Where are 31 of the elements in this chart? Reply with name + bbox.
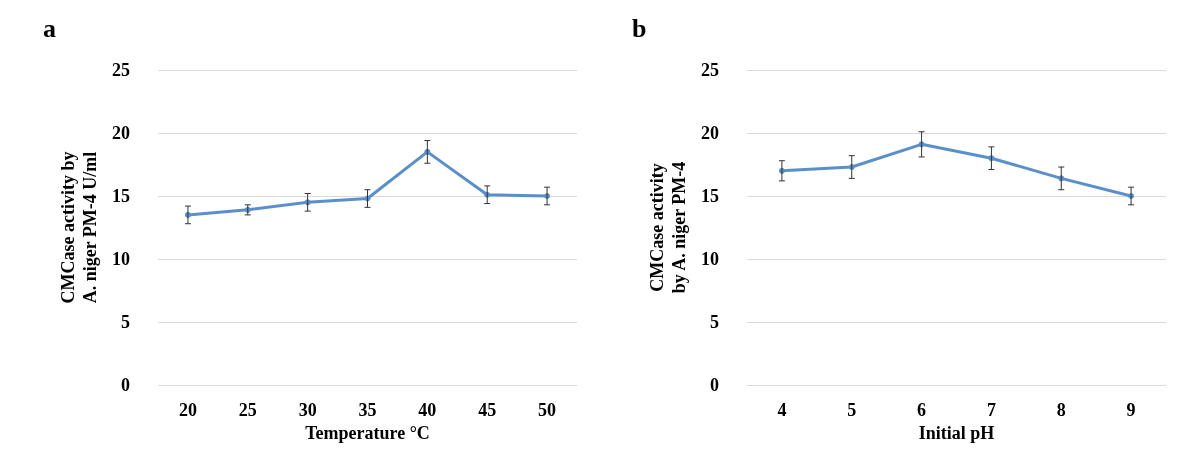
x-axis-title: Initial pH xyxy=(918,422,995,443)
x-tick-label: 50 xyxy=(538,400,557,420)
y-tick-label: 20 xyxy=(112,123,130,143)
y-axis-title: CMCase activity by A. niger PM-4 xyxy=(647,161,690,294)
x-tick-label: 20 xyxy=(178,400,197,420)
x-axis-title: Temperature °C xyxy=(305,422,430,443)
y-tick-label: 15 xyxy=(112,186,130,206)
y-tick-label: 0 xyxy=(121,375,130,395)
x-tick-label: 35 xyxy=(358,400,377,420)
y-tick-label: 10 xyxy=(112,249,130,269)
x-tick-label: 30 xyxy=(298,400,317,420)
y-axis-title: CMCase activity by A. niger PM-4 U/ml xyxy=(58,151,101,304)
y-tick-label: 10 xyxy=(701,249,719,269)
chart-title: a xyxy=(43,13,56,43)
x-tick-label: 45 xyxy=(478,400,497,420)
y-tick-label: 25 xyxy=(112,60,130,80)
chart-title: b xyxy=(632,13,647,43)
x-tick-label: 7 xyxy=(986,400,996,420)
x-tick-label: 40 xyxy=(418,400,437,420)
x-tick-label: 4 xyxy=(777,400,787,420)
y-tick-label: 5 xyxy=(710,312,719,332)
x-tick-label: 6 xyxy=(917,400,927,420)
x-tick-label: 8 xyxy=(1056,400,1066,420)
y-tick-label: 25 xyxy=(701,60,719,80)
y-tick-label: 5 xyxy=(121,312,130,332)
y-tick-label: 20 xyxy=(701,123,719,143)
x-tick-label: 9 xyxy=(1126,400,1136,420)
y-tick-label: 0 xyxy=(710,375,719,395)
y-tick-label: 15 xyxy=(701,186,719,206)
x-tick-label: 5 xyxy=(847,400,857,420)
x-tick-label: 25 xyxy=(238,400,257,420)
